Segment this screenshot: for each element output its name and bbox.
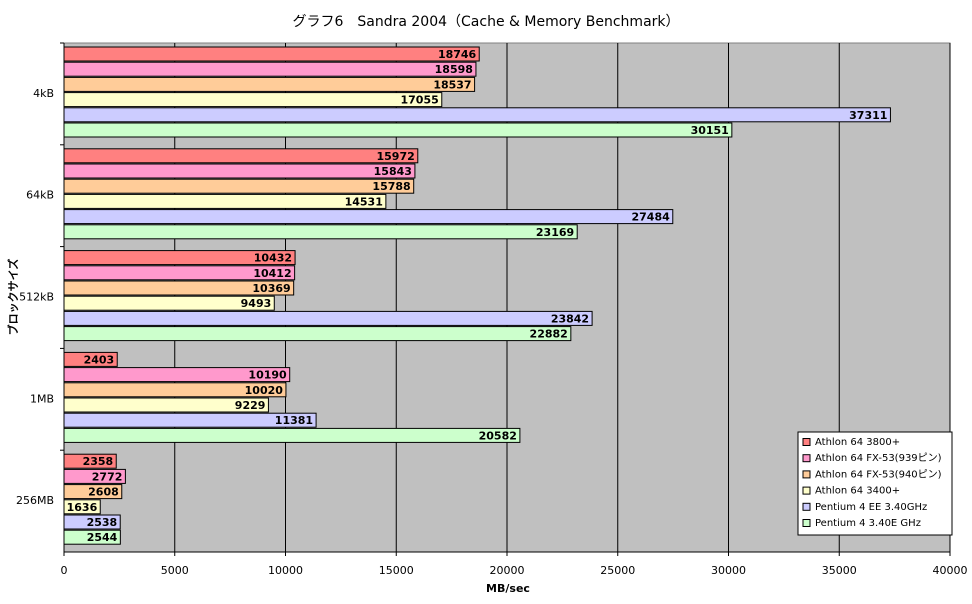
chart-title: グラフ6 Sandra 2004（Cache & Memory Benchmar…	[292, 14, 679, 30]
bar	[63, 163, 416, 179]
bar	[63, 295, 275, 311]
bar	[63, 193, 387, 209]
value-label: 18598	[435, 63, 473, 76]
value-label: 10432	[254, 252, 292, 265]
value-label: 23169	[536, 226, 574, 239]
bar	[63, 92, 443, 108]
value-label: 18537	[433, 78, 471, 91]
x-tick-label: 35000	[822, 564, 857, 577]
bar	[63, 148, 419, 164]
value-label: 2608	[88, 486, 119, 499]
value-label: 30151	[691, 124, 729, 137]
x-tick-label: 40000	[933, 564, 968, 577]
bar	[63, 514, 121, 530]
value-label: 10412	[253, 267, 291, 280]
legend-swatch	[802, 470, 811, 479]
bar	[63, 46, 480, 62]
x-tick-label: 20000	[490, 564, 525, 577]
legend-label: Athlon 64 FX-53(940ピン)	[815, 468, 942, 480]
legend-label: Athlon 64 3400+	[815, 486, 900, 497]
y-tick-label: 256MB	[16, 494, 54, 507]
value-label: 10190	[248, 369, 287, 382]
x-axis-label: MB/sec	[486, 582, 530, 595]
bar	[63, 529, 121, 545]
legend-swatch	[802, 486, 811, 495]
value-label: 2772	[92, 470, 123, 483]
value-label: 22882	[530, 328, 568, 341]
x-tick-label: 15000	[379, 564, 414, 577]
x-tick-label: 5000	[161, 564, 189, 577]
bar	[63, 107, 891, 123]
x-tick-label: 10000	[268, 564, 303, 577]
value-label: 37311	[849, 109, 887, 122]
legend-label: Athlon 64 FX-53(939ピン)	[815, 452, 942, 464]
bar	[63, 397, 269, 413]
value-label: 2358	[83, 455, 114, 468]
value-label: 17055	[400, 94, 438, 107]
value-label: 18746	[438, 48, 477, 61]
value-label: 2403	[84, 353, 115, 366]
bar	[63, 484, 123, 500]
legend-swatch	[802, 502, 811, 511]
y-tick-label: 512kB	[19, 291, 54, 304]
legend	[797, 431, 953, 536]
y-tick-label: 4kB	[33, 87, 54, 100]
legend-label: Pentium 4 EE 3.40GHz	[815, 502, 927, 513]
legend-swatch	[802, 438, 811, 446]
value-label: 10369	[252, 282, 290, 295]
value-label: 27484	[631, 211, 670, 224]
bar	[63, 224, 578, 240]
legend-swatch	[802, 454, 811, 463]
legend-label: Pentium 4 3.40E GHz	[815, 518, 921, 529]
bar	[63, 265, 296, 281]
bar	[63, 427, 521, 443]
value-label: 2538	[87, 516, 118, 529]
value-label: 9229	[235, 399, 266, 412]
value-label: 15788	[372, 180, 410, 193]
value-label: 14531	[345, 195, 383, 208]
value-label: 15972	[376, 150, 414, 163]
bar	[63, 412, 317, 428]
value-label: 11381	[275, 414, 313, 427]
x-tick-label: 25000	[600, 564, 635, 577]
legend-swatch	[802, 519, 811, 527]
bar	[63, 499, 101, 515]
value-label: 15843	[374, 165, 412, 178]
x-tick-label: 30000	[711, 564, 746, 577]
bar	[63, 122, 733, 138]
bar	[63, 61, 477, 77]
bar	[63, 178, 415, 194]
bar	[63, 382, 287, 398]
value-label: 2544	[87, 531, 118, 544]
y-tick-label: 64kB	[26, 189, 54, 202]
legend-label: Athlon 64 3800+	[815, 437, 900, 448]
value-label: 23842	[551, 312, 589, 325]
bar	[63, 250, 296, 266]
value-label: 9493	[241, 297, 272, 310]
value-label: 10020	[245, 384, 284, 397]
y-tick-label: 1MB	[30, 392, 54, 405]
value-label: 1636	[67, 501, 98, 514]
bar	[63, 326, 572, 342]
bar	[63, 453, 117, 469]
bar	[63, 351, 118, 367]
bar	[63, 280, 295, 296]
bar	[63, 76, 476, 92]
bar	[63, 310, 593, 326]
value-label: 20582	[479, 429, 517, 442]
y-axis-label: ブロックサイズ	[6, 259, 20, 336]
bar	[63, 209, 674, 225]
x-tick-label: 0	[61, 564, 68, 577]
bar	[63, 367, 291, 383]
bar	[63, 468, 126, 484]
